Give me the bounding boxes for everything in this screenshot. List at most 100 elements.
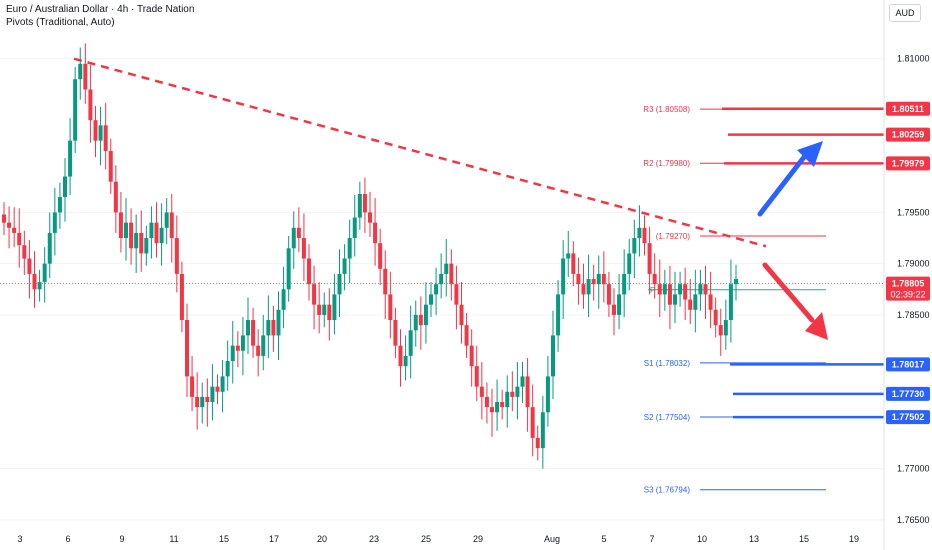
candle-body [235, 345, 240, 351]
candle-body [118, 212, 123, 239]
candle-body [2, 214, 6, 223]
candle-body [484, 396, 489, 408]
candle-body [47, 232, 52, 264]
candle-body [657, 284, 662, 295]
candle-body [256, 345, 261, 356]
candle-body [42, 263, 47, 283]
pivot-label: R3 (1.80508) [643, 105, 690, 114]
candle-body [154, 222, 159, 244]
candle-body [474, 366, 479, 387]
candle-body [22, 245, 27, 259]
candle-body [464, 325, 469, 346]
x-tick-label: 17 [269, 534, 279, 544]
candle-body [179, 273, 184, 321]
candle-body [7, 222, 12, 228]
candle-body [479, 386, 484, 397]
candle-body [93, 120, 98, 141]
candle-body [185, 320, 189, 377]
candle-body [312, 284, 317, 305]
candle-body [561, 258, 566, 295]
candle-body [642, 227, 647, 244]
candle-body [27, 258, 32, 274]
candle-body [78, 63, 83, 80]
candle-body [169, 212, 174, 239]
y-tick-label: 1.78500 [897, 310, 930, 320]
bearish-arrow-shaft [762, 262, 815, 323]
candle-body [637, 227, 642, 239]
candle-body [73, 79, 78, 141]
candle-body [444, 263, 449, 274]
candle-body [113, 181, 118, 213]
bearish-arrow-head [805, 312, 828, 340]
candle-body [540, 412, 545, 449]
candle-body [63, 176, 67, 198]
candle-body [164, 212, 169, 228]
candle-body [551, 335, 555, 377]
candle-body [622, 273, 627, 295]
candle-body [713, 309, 718, 326]
candle-body [490, 407, 494, 413]
current-price-value: 1.78805 [892, 279, 925, 289]
candle-body [281, 289, 286, 310]
pivot-label: P [650, 286, 655, 295]
key-level-value: 1.77730 [892, 389, 925, 399]
candle-body [129, 222, 134, 249]
candle-body [296, 227, 301, 239]
candle-body [52, 212, 57, 233]
candle-body [495, 402, 500, 413]
grid [0, 58, 884, 521]
candle-body [535, 437, 540, 449]
candle-body [220, 376, 225, 392]
candle-body [708, 294, 713, 310]
candle-body [378, 243, 383, 269]
candle-body [246, 320, 250, 336]
candle-body [215, 386, 220, 392]
candle-body [566, 253, 571, 259]
candle-body [261, 335, 266, 356]
candle-body [606, 284, 611, 305]
chart-title: Euro / Australian Dollar · 4h · Trade Na… [6, 4, 195, 15]
current-price-tag [886, 276, 930, 301]
candle-body [144, 238, 149, 254]
candle-body [32, 273, 37, 290]
candle-body [718, 325, 723, 336]
candle-body [373, 222, 378, 244]
x-tick-label: 13 [749, 534, 759, 544]
candle-body [124, 222, 128, 239]
candle-body [423, 304, 428, 326]
x-tick-label: 3 [17, 534, 22, 544]
candle-body [332, 294, 337, 321]
candle-body [342, 258, 347, 274]
candle-body [388, 294, 393, 321]
key-level-value: 1.79979 [892, 158, 925, 168]
pivot-label: R2 (1.79980) [643, 159, 690, 168]
x-tick-label: 23 [369, 534, 379, 544]
key-level-value: 1.80259 [892, 130, 925, 140]
candle-body [469, 345, 474, 367]
candle-body [393, 320, 398, 346]
candle-body [271, 320, 276, 336]
candle-body [57, 197, 62, 213]
candle-body [383, 268, 388, 295]
key-level-tag [886, 386, 930, 401]
pivot-label: S2 (1.77504) [644, 413, 691, 422]
candle-body [688, 299, 693, 310]
candle-body [327, 304, 332, 321]
bullish-arrow-head [797, 141, 823, 167]
candle-body [68, 140, 73, 177]
candle-body [352, 217, 357, 239]
key-level-tag [886, 357, 930, 372]
candle-body [210, 386, 215, 403]
currency-button[interactable]: AUD [889, 4, 921, 22]
arrows [757, 141, 828, 340]
candle-body [98, 125, 103, 141]
candle-body [83, 63, 88, 90]
candle-body [337, 273, 342, 295]
x-tick-label: 11 [169, 534, 178, 544]
x-tick-label: 9 [119, 534, 124, 544]
key-level-tag [886, 156, 930, 171]
key-level-value: 1.78017 [892, 359, 925, 369]
key-level-value: 1.77502 [892, 412, 925, 422]
x-tick-label: 5 [601, 534, 606, 544]
